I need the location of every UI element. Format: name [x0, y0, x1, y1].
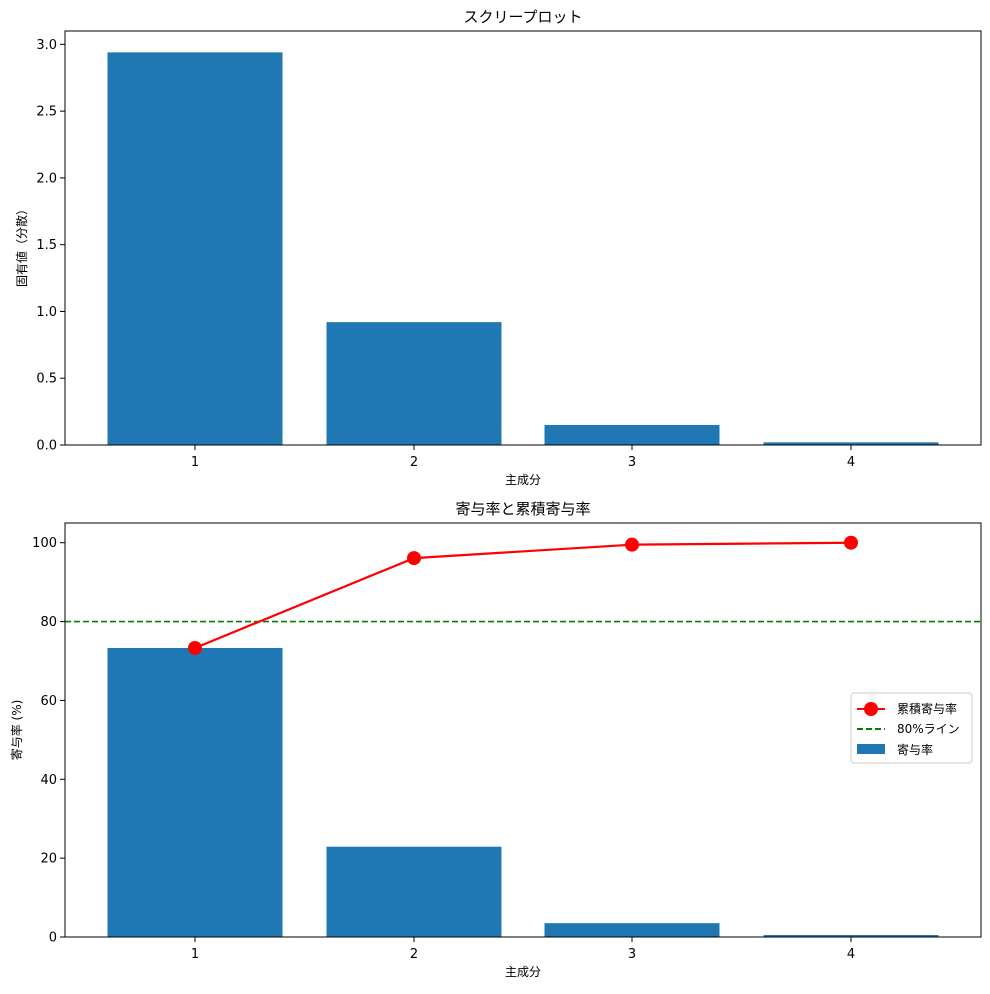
- chart-1-marks: 0.0 0.5 1.0 1.5 2.0 2.5 3.0 1 2 3 4: [36, 30, 982, 470]
- chart-2-y-axis-label: 寄与率 (%): [9, 700, 24, 761]
- chart-1-y-tick-label: 2.0: [36, 171, 57, 186]
- chart-1-x-tick-label: 3: [628, 455, 636, 470]
- chart-1-bar: [326, 322, 502, 445]
- legend-marker-swatch: [864, 702, 878, 716]
- legend-label-cumulative: 累積寄与率: [897, 701, 957, 716]
- chart-2-bar: [544, 923, 720, 937]
- chart-2-legend: 累積寄与率 80%ライン 寄与率: [850, 692, 973, 764]
- chart-2-x-tick-label: 4: [847, 947, 855, 962]
- chart-1-y-axis-label: 固有値（分散）: [14, 203, 29, 287]
- chart-1-bar: [544, 424, 720, 445]
- chart-2-y-tick-label: 40: [40, 773, 57, 788]
- chart-2-x-tick-label: 1: [191, 947, 199, 962]
- chart-2-bar: [763, 935, 939, 937]
- chart-1-y-tick-label: 0.0: [36, 439, 57, 454]
- chart-1-x-tick-label: 1: [191, 455, 199, 470]
- chart-2-x-axis-label: 主成分: [505, 965, 541, 979]
- chart-1-bar: [107, 52, 283, 446]
- chart-1-y-tick-label: 1.0: [36, 305, 57, 320]
- chart-1-y-tick-label: 2.5: [36, 105, 57, 120]
- chart-1-y-tick-label: 3.0: [36, 38, 57, 53]
- chart-2-x-tick-label: 2: [410, 947, 418, 962]
- chart-2-cumulative-point: [188, 640, 202, 655]
- chart-1-axes-frame: [64, 30, 982, 446]
- legend-bar-swatch: [857, 744, 885, 754]
- legend-label-contribution: 寄与率: [897, 742, 933, 757]
- chart-2-y-tick-label: 80: [40, 615, 57, 630]
- chart-2-axes-frame: [64, 522, 982, 938]
- chart-2-y-tick-label: 0: [49, 931, 57, 946]
- chart-1-bar: [763, 442, 939, 445]
- chart-1-y-tick-label: 0.5: [36, 372, 57, 387]
- chart-2-cumulative-point: [844, 535, 858, 550]
- chart-1-y-tick-label: 1.5: [36, 238, 57, 253]
- chart-2-x-tick-label: 3: [628, 947, 636, 962]
- chart-2-y-tick-label: 100: [32, 536, 57, 551]
- chart-1-x-tick-label: 2: [410, 455, 418, 470]
- chart-1-title: スクリープロット: [463, 8, 582, 26]
- chart-2-marks: 0 20 40 60 80 100 1 2 3 4: [32, 522, 982, 962]
- legend-label-80-line: 80%ライン: [897, 722, 960, 736]
- chart-2-title: 寄与率と累積寄与率: [455, 500, 590, 518]
- chart-2-bar: [107, 647, 283, 937]
- chart-2-y-tick-label: 60: [40, 694, 57, 709]
- chart-2-cumulative-line: [194, 541, 852, 650]
- chart-1-x-axis-label: 主成分: [505, 473, 541, 487]
- chart-2-bar: [326, 846, 502, 937]
- chart-2-cumulative-point: [407, 551, 421, 566]
- chart-2-cumulative-point: [625, 537, 639, 552]
- chart-1-x-tick-label: 4: [847, 455, 855, 470]
- chart-2-y-tick-label: 20: [40, 852, 57, 867]
